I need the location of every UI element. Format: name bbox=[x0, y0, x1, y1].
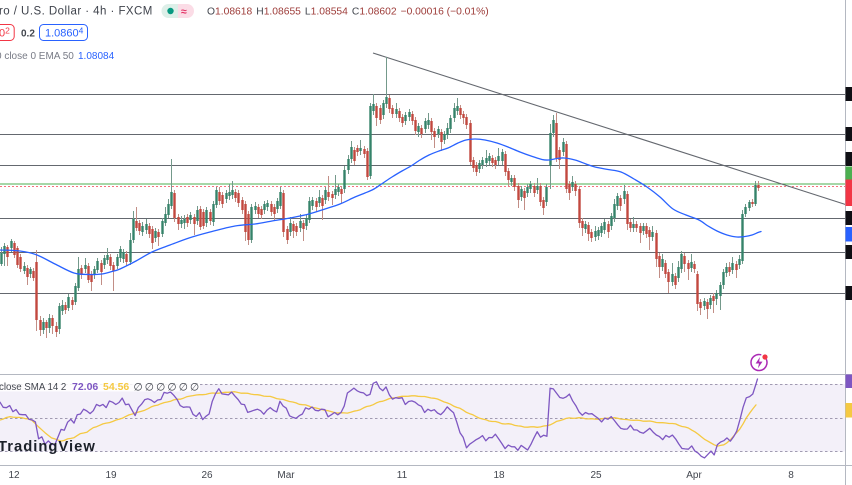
svg-text:ro / U.S. Dollar · 4h · FXCM: ro / U.S. Dollar · 4h · FXCM bbox=[0, 6, 153, 18]
svg-text:∅: ∅ bbox=[190, 382, 199, 394]
svg-text:19: 19 bbox=[105, 470, 117, 481]
svg-text:11: 11 bbox=[397, 470, 408, 481]
svg-text:54.56: 54.56 bbox=[103, 381, 129, 393]
svg-text:close SMA 14 2: close SMA 14 2 bbox=[0, 382, 66, 393]
svg-text:Apr: Apr bbox=[686, 470, 702, 481]
svg-text:72.06: 72.06 bbox=[72, 381, 98, 393]
svg-text:Mar: Mar bbox=[277, 470, 295, 481]
svg-text:1.08604: 1.08604 bbox=[45, 26, 84, 40]
svg-text:26: 26 bbox=[201, 470, 213, 481]
svg-text:∅: ∅ bbox=[145, 382, 154, 394]
svg-text:0 close 0 EMA 50: 0 close 0 EMA 50 bbox=[0, 51, 74, 62]
svg-text:18: 18 bbox=[493, 470, 505, 481]
svg-text:∅: ∅ bbox=[179, 382, 188, 394]
svg-text:8: 8 bbox=[788, 470, 794, 481]
svg-text:≈: ≈ bbox=[181, 6, 187, 18]
svg-text:TradingView: TradingView bbox=[0, 439, 96, 455]
svg-text:0.2: 0.2 bbox=[21, 29, 35, 40]
svg-text:25: 25 bbox=[590, 470, 602, 481]
svg-text:∅: ∅ bbox=[156, 382, 165, 394]
svg-text:∅: ∅ bbox=[134, 382, 143, 394]
svg-text:02: 02 bbox=[0, 26, 10, 40]
svg-text:12: 12 bbox=[8, 470, 20, 481]
svg-text:1.08084: 1.08084 bbox=[78, 51, 115, 62]
svg-text:∅: ∅ bbox=[167, 382, 176, 394]
